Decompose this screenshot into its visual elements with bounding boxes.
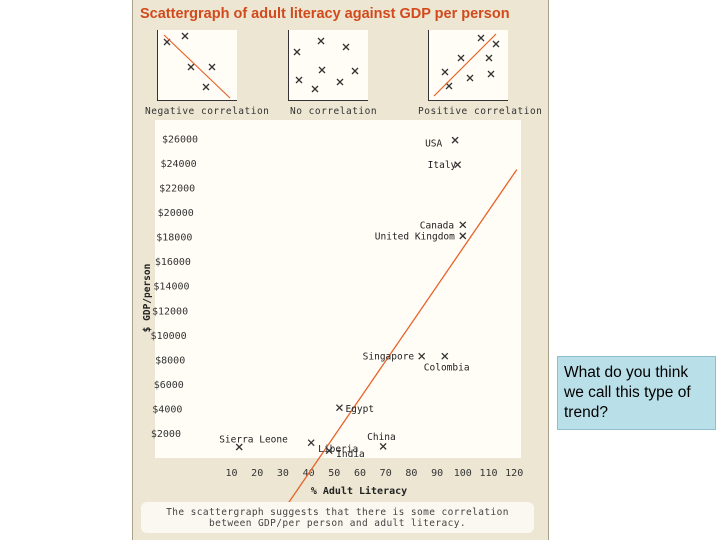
example-point bbox=[457, 54, 465, 62]
x-tick-label: 120 bbox=[505, 468, 523, 479]
data-point-marker bbox=[418, 352, 426, 360]
x-tick-label: 110 bbox=[479, 468, 497, 479]
y-tick-label: $4000 bbox=[152, 404, 182, 415]
x-tick-label: 80 bbox=[405, 468, 417, 479]
data-point-marker bbox=[325, 447, 333, 455]
example-point bbox=[342, 43, 350, 51]
example-point bbox=[181, 32, 189, 40]
positive-correlation-example bbox=[428, 30, 508, 101]
data-point-label: Singapore bbox=[363, 352, 415, 363]
y-tick-label: $16000 bbox=[155, 257, 191, 268]
negative-correlation-label: Negative correlation bbox=[145, 106, 270, 117]
data-point-marker bbox=[379, 442, 387, 450]
y-tick-label: $2000 bbox=[151, 429, 181, 440]
data-point-marker bbox=[451, 136, 459, 144]
x-tick-label: 20 bbox=[251, 468, 263, 479]
example-point bbox=[202, 83, 210, 91]
y-tick-label: $26000 bbox=[162, 134, 198, 145]
y-tick-label: $18000 bbox=[156, 233, 192, 244]
positive-correlation-label: Positive correlation bbox=[418, 106, 543, 117]
data-point-marker bbox=[235, 443, 243, 451]
data-point-label: China bbox=[367, 432, 396, 443]
no-correlation-example bbox=[288, 30, 368, 101]
x-tick-label: 90 bbox=[431, 468, 443, 479]
data-point-label: Colombia bbox=[424, 363, 470, 374]
data-point-label: India bbox=[336, 449, 365, 460]
chart-title: Scattergraph of adult literacy against G… bbox=[140, 6, 510, 22]
example-point bbox=[187, 63, 195, 71]
example-point bbox=[466, 74, 474, 82]
positive-correlation-plot bbox=[433, 33, 500, 97]
example-point bbox=[295, 76, 303, 84]
y-axis-tick-labels: $2000 $4000 $6000 $8000 $10000 $12000 $14000 $1… bbox=[151, 134, 199, 440]
example-trend-line bbox=[163, 34, 231, 99]
data-point-marker bbox=[335, 404, 343, 412]
data-point-marker bbox=[459, 221, 467, 229]
footnote-line-1: The scattergraph suggests that there is … bbox=[166, 507, 509, 518]
example-point bbox=[208, 63, 216, 71]
no-correlation-label: No correlation bbox=[290, 106, 378, 117]
footnote-box: The scattergraph suggests that there is … bbox=[141, 502, 534, 533]
data-point-marker bbox=[307, 439, 315, 447]
data-point-label: USA bbox=[425, 139, 442, 150]
example-points bbox=[293, 37, 359, 93]
x-tick-label: 10 bbox=[225, 468, 237, 479]
y-tick-label: $10000 bbox=[151, 331, 187, 342]
data-point-label: Sierra Leone bbox=[219, 435, 288, 446]
y-tick-label: $20000 bbox=[158, 208, 194, 219]
data-point-label: Italy bbox=[428, 160, 457, 171]
example-point bbox=[317, 37, 325, 45]
example-point bbox=[487, 70, 495, 78]
example-point bbox=[492, 40, 500, 48]
x-axis-label: % Adult Literacy bbox=[311, 485, 407, 497]
example-point bbox=[311, 85, 319, 93]
x-tick-label: 60 bbox=[354, 468, 366, 479]
data-point-label: Liberia bbox=[318, 444, 358, 455]
example-point bbox=[293, 48, 301, 56]
example-points bbox=[441, 34, 500, 90]
footnote-line-2: between GDP/per person and adult literac… bbox=[208, 518, 467, 529]
x-tick-label: 100 bbox=[454, 468, 472, 479]
y-tick-label: $22000 bbox=[159, 184, 195, 195]
example-point bbox=[477, 34, 485, 42]
x-tick-label: 70 bbox=[380, 468, 392, 479]
y-axis-label: $ GDP/person bbox=[142, 264, 153, 333]
x-tick-label: 30 bbox=[277, 468, 289, 479]
x-tick-label: 50 bbox=[328, 468, 340, 479]
data-point-label: Egypt bbox=[345, 404, 374, 415]
example-point bbox=[351, 67, 359, 75]
negative-correlation-plot bbox=[163, 32, 231, 99]
data-point-marker bbox=[454, 161, 462, 169]
negative-correlation-example bbox=[157, 30, 237, 101]
y-tick-label: $6000 bbox=[154, 380, 184, 391]
example-point bbox=[485, 54, 493, 62]
example-point bbox=[445, 82, 453, 90]
example-point bbox=[318, 66, 326, 74]
example-point bbox=[336, 78, 344, 86]
question-callout: What do you think we call this type of t… bbox=[557, 356, 716, 430]
y-tick-label: $14000 bbox=[153, 282, 189, 293]
y-tick-label: $8000 bbox=[155, 355, 185, 366]
data-point-label: Canada bbox=[420, 220, 454, 231]
data-point-marker bbox=[459, 232, 467, 240]
x-axis-tick-labels: 102030405060708090100110120 bbox=[225, 468, 523, 479]
y-tick-label: $12000 bbox=[152, 306, 188, 317]
data-point-label: United Kingdom bbox=[375, 231, 455, 242]
example-trend-line bbox=[433, 33, 497, 97]
plot-area bbox=[155, 120, 521, 458]
y-tick-label: $24000 bbox=[161, 159, 197, 170]
data-point-marker bbox=[441, 352, 449, 360]
example-point bbox=[441, 68, 449, 76]
no-correlation-plot bbox=[293, 37, 359, 93]
